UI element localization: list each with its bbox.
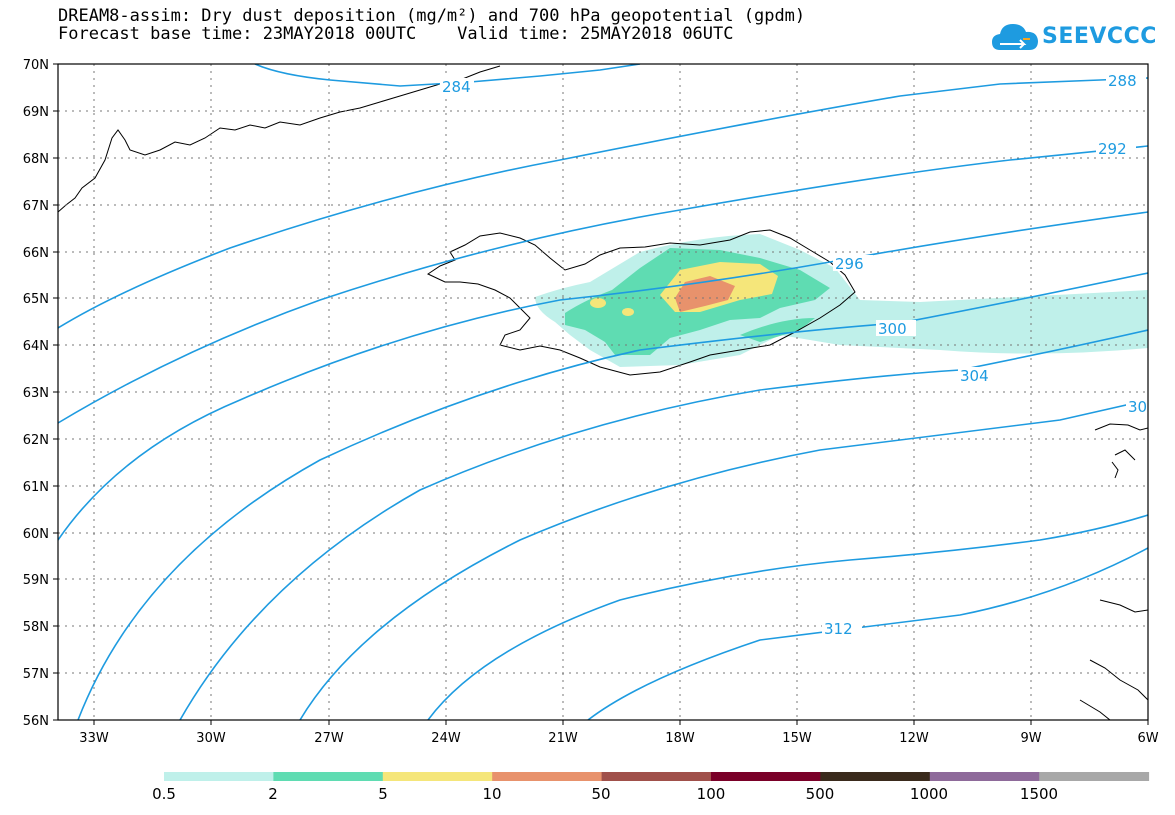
- legend-swatch: [492, 772, 603, 781]
- legend-swatch: [929, 772, 1040, 781]
- legend-label: 0.5: [152, 785, 176, 803]
- contour-304: [179, 329, 1148, 720]
- lat-label: 58N: [23, 620, 49, 635]
- contour-label-300: 300: [878, 320, 907, 338]
- legend-label: 50: [591, 785, 611, 803]
- contour-label-296: 296: [835, 255, 864, 273]
- lon-label: 9W: [1020, 731, 1041, 746]
- greenland-coast: [58, 65, 501, 213]
- lat-label: 67N: [23, 199, 49, 214]
- coastlines: [58, 65, 1148, 720]
- lon-label: 30W: [196, 731, 226, 746]
- dust-deposition-field: [535, 234, 1148, 367]
- contour-label-group: 284 288 292 296 300 304 30 312: [440, 72, 1148, 638]
- seevccc-logo: SEEVCCC: [990, 18, 1156, 60]
- lat-label: 62N: [23, 433, 49, 448]
- legend-swatch: [711, 772, 821, 781]
- lat-label: 57N: [23, 667, 49, 682]
- legend-swatch: [382, 772, 493, 781]
- contour-label-288: 288: [1108, 72, 1137, 90]
- lat-label: 66N: [23, 246, 49, 261]
- longitude-labels: 33W 30W 27W 24W 21W 18W 15W 12W 9W 6W: [79, 731, 1158, 746]
- contour-label-308: 30: [1128, 398, 1147, 416]
- axis-ticks: [53, 63, 1149, 725]
- lat-label: 63N: [23, 386, 49, 401]
- dust-level-5-spot-1: [590, 298, 606, 308]
- contour-300: [77, 272, 1148, 720]
- lat-label: 70N: [23, 58, 49, 73]
- legend-swatch: [820, 772, 931, 781]
- map-subtitle: Forecast base time: 23MAY2018 00UTC Vali…: [58, 24, 734, 44]
- legend-swatch: [1039, 772, 1150, 781]
- legend-swatch: [273, 772, 384, 781]
- lon-label: 12W: [899, 731, 929, 746]
- lat-label: 60N: [23, 527, 49, 542]
- lon-label: 24W: [431, 731, 461, 746]
- lat-label: 68N: [23, 152, 49, 167]
- dust-level-10: [675, 276, 735, 312]
- scotland-coast: [1079, 423, 1148, 720]
- cloud-logo-icon: [992, 24, 1038, 50]
- contour-284: [254, 64, 641, 87]
- lat-label: 56N: [23, 714, 49, 729]
- dust-level-5-spot-2: [622, 308, 634, 316]
- lon-label: 15W: [782, 731, 812, 746]
- lon-label: 27W: [314, 731, 344, 746]
- contour-label-292: 292: [1098, 140, 1127, 158]
- contour-308: [299, 399, 1148, 720]
- legend-swatch: [601, 772, 712, 781]
- lon-label: 21W: [548, 731, 578, 746]
- contour-label-312: 312: [824, 620, 853, 638]
- lon-label: 18W: [665, 731, 695, 746]
- lon-label: 6W: [1137, 731, 1158, 746]
- contour-label-284: 284: [442, 78, 471, 96]
- legend-label: 2: [268, 785, 278, 803]
- contour-296: [58, 211, 1148, 541]
- contour-292: [58, 145, 1148, 424]
- lat-label: 64N: [23, 339, 49, 354]
- contour-label-304: 304: [960, 367, 989, 385]
- geopotential-contours: [58, 64, 1148, 720]
- contour-312: [427, 514, 1148, 720]
- map-title: DREAM8-assim: Dry dust deposition (mg/m²…: [58, 6, 806, 26]
- lon-label: 33W: [79, 731, 109, 746]
- lat-label: 65N: [23, 292, 49, 307]
- legend-colorbar: [164, 772, 1150, 781]
- legend-label: 1000: [909, 785, 949, 803]
- shetland-coast: [1111, 461, 1119, 479]
- legend-label: 1500: [1019, 785, 1059, 803]
- contour-288: [58, 77, 1148, 329]
- legend-label: 10: [482, 785, 502, 803]
- legend-label: 100: [696, 785, 726, 803]
- logo-text: SEEVCCC: [1042, 24, 1157, 49]
- latitude-labels: 70N 69N 68N 67N 66N 65N 64N 63N 62N 61N …: [23, 58, 49, 729]
- legend-label: 5: [378, 785, 388, 803]
- contour-316: [587, 547, 1148, 720]
- lat-label: 59N: [23, 573, 49, 588]
- iceland-coast: [426, 229, 856, 376]
- legend-swatch: [164, 772, 274, 781]
- lat-label: 69N: [23, 105, 49, 120]
- graticule: [58, 64, 1148, 720]
- lat-label: 61N: [23, 480, 49, 495]
- legend-label: 500: [805, 785, 835, 803]
